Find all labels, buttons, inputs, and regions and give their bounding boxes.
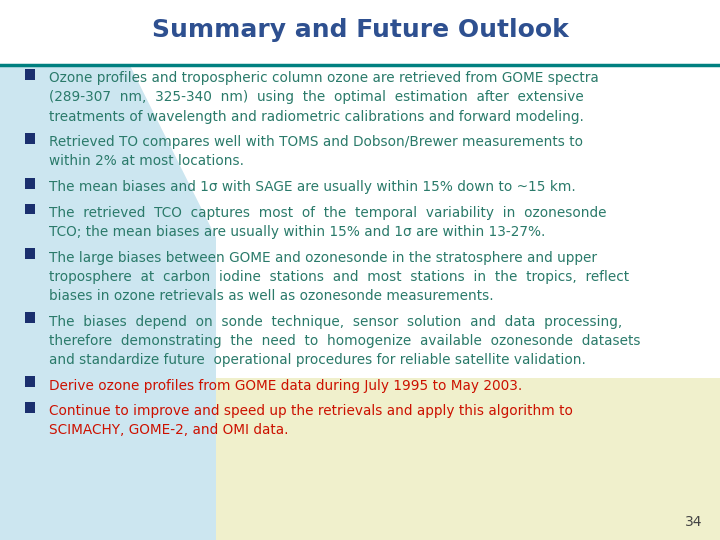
FancyBboxPatch shape bbox=[25, 204, 35, 214]
Polygon shape bbox=[0, 0, 720, 65]
FancyBboxPatch shape bbox=[25, 312, 35, 323]
FancyBboxPatch shape bbox=[25, 376, 35, 387]
Text: The  retrieved  TCO  captures  most  of  the  temporal  variability  in  ozoneso: The retrieved TCO captures most of the t… bbox=[49, 206, 606, 220]
Text: The mean biases and 1σ with SAGE are usually within 15% down to ~15 km.: The mean biases and 1σ with SAGE are usu… bbox=[49, 180, 576, 194]
Text: within 2% at most locations.: within 2% at most locations. bbox=[49, 154, 244, 168]
Text: biases in ozone retrievals as well as ozonesonde measurements.: biases in ozone retrievals as well as oz… bbox=[49, 289, 494, 303]
Text: SCIMACHY, GOME-2, and OMI data.: SCIMACHY, GOME-2, and OMI data. bbox=[49, 423, 289, 437]
Text: Derive ozone profiles from GOME data during July 1995 to May 2003.: Derive ozone profiles from GOME data dur… bbox=[49, 379, 522, 393]
Text: The large biases between GOME and ozonesonde in the stratosphere and upper: The large biases between GOME and ozones… bbox=[49, 251, 597, 265]
FancyBboxPatch shape bbox=[25, 133, 35, 144]
Text: Ozone profiles and tropospheric column ozone are retrieved from GOME spectra: Ozone profiles and tropospheric column o… bbox=[49, 71, 599, 85]
FancyBboxPatch shape bbox=[25, 402, 35, 413]
Text: troposphere  at  carbon  iodine  stations  and  most  stations  in  the  tropics: troposphere at carbon iodine stations an… bbox=[49, 269, 629, 284]
Polygon shape bbox=[216, 378, 720, 540]
Text: and standardize future  operational procedures for reliable satellite validation: and standardize future operational proce… bbox=[49, 353, 586, 367]
FancyBboxPatch shape bbox=[25, 69, 35, 80]
Polygon shape bbox=[0, 65, 216, 540]
Text: TCO; the mean biases are usually within 15% and 1σ are within 13-27%.: TCO; the mean biases are usually within … bbox=[49, 225, 545, 239]
Text: treatments of wavelength and radiometric calibrations and forward modeling.: treatments of wavelength and radiometric… bbox=[49, 110, 584, 124]
FancyBboxPatch shape bbox=[25, 248, 35, 259]
Text: Retrieved TO compares well with TOMS and Dobson/Brewer measurements to: Retrieved TO compares well with TOMS and… bbox=[49, 135, 583, 149]
Text: 34: 34 bbox=[685, 515, 702, 529]
Text: therefore  demonstrating  the  need  to  homogenize  available  ozonesonde  data: therefore demonstrating the need to homo… bbox=[49, 334, 641, 348]
FancyBboxPatch shape bbox=[25, 178, 35, 188]
Text: (289-307  nm,  325-340  nm)  using  the  optimal  estimation  after  extensive: (289-307 nm, 325-340 nm) using the optim… bbox=[49, 90, 584, 104]
Text: Summary and Future Outlook: Summary and Future Outlook bbox=[152, 18, 568, 42]
Text: The  biases  depend  on  sonde  technique,  sensor  solution  and  data  process: The biases depend on sonde technique, se… bbox=[49, 314, 622, 328]
Text: Continue to improve and speed up the retrievals and apply this algorithm to: Continue to improve and speed up the ret… bbox=[49, 404, 573, 418]
